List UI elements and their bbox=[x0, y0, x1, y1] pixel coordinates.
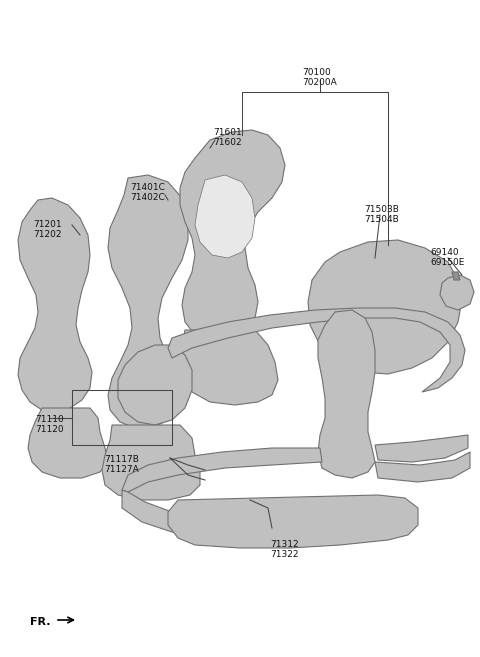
Polygon shape bbox=[168, 495, 418, 548]
Text: FR.: FR. bbox=[30, 617, 50, 627]
Polygon shape bbox=[318, 310, 375, 478]
Text: 71503B
71504B: 71503B 71504B bbox=[365, 205, 399, 225]
Polygon shape bbox=[375, 452, 470, 482]
Polygon shape bbox=[168, 308, 465, 392]
Polygon shape bbox=[452, 272, 460, 280]
Text: 70100
70200A: 70100 70200A bbox=[302, 68, 337, 87]
Polygon shape bbox=[118, 345, 192, 425]
Polygon shape bbox=[180, 130, 285, 340]
Text: 71117B
71127A: 71117B 71127A bbox=[105, 455, 139, 474]
Polygon shape bbox=[308, 240, 462, 374]
Polygon shape bbox=[18, 198, 92, 412]
Text: 71201
71202: 71201 71202 bbox=[34, 220, 62, 239]
Text: 71312
71322: 71312 71322 bbox=[271, 540, 300, 559]
Polygon shape bbox=[28, 408, 108, 478]
Text: 71601
71602: 71601 71602 bbox=[214, 128, 242, 147]
Polygon shape bbox=[195, 175, 255, 258]
Polygon shape bbox=[375, 435, 468, 462]
Text: 71401C
71402C: 71401C 71402C bbox=[131, 183, 166, 202]
Polygon shape bbox=[122, 490, 325, 542]
Polygon shape bbox=[108, 175, 188, 428]
Bar bbox=[72, 390, 172, 445]
Polygon shape bbox=[182, 330, 278, 405]
Polygon shape bbox=[440, 275, 474, 310]
Text: 69140
69150E: 69140 69150E bbox=[431, 248, 465, 267]
Polygon shape bbox=[102, 425, 200, 500]
Text: 71110
71120: 71110 71120 bbox=[36, 415, 64, 434]
Polygon shape bbox=[122, 448, 322, 492]
